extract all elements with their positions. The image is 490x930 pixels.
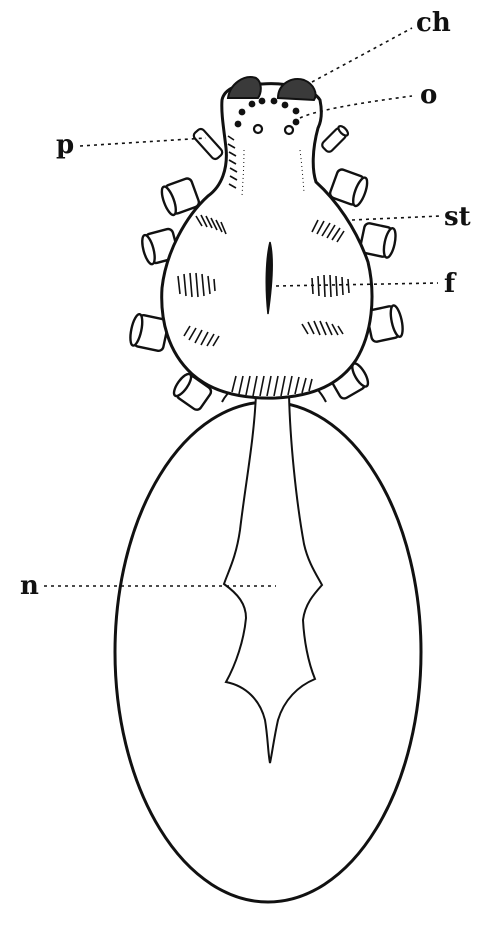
eye <box>248 100 256 108</box>
palp-left <box>192 127 224 161</box>
eye <box>270 97 278 105</box>
dorsal-marking <box>222 393 324 764</box>
chelicera-left <box>226 76 262 99</box>
thoracic-striae <box>177 135 350 397</box>
cephalothorax <box>160 82 374 400</box>
leg-stub-right-3 <box>365 304 404 343</box>
striae-lower-left <box>183 325 220 347</box>
leg-stub-left-1 <box>160 177 201 217</box>
leg-stub-left-4 <box>172 372 213 411</box>
label-st: st <box>444 202 471 232</box>
leg-stub-right-1 <box>328 168 369 208</box>
leader-line-f <box>275 282 439 287</box>
striae-bottom <box>231 375 313 397</box>
eye <box>281 101 289 109</box>
figure-labels: ch o p st f n <box>20 8 471 601</box>
striae-upper-left <box>195 214 227 235</box>
palps <box>192 124 350 161</box>
eye <box>252 123 264 135</box>
leg-stubs <box>129 168 404 411</box>
striae-upper-right <box>311 219 345 243</box>
fovea <box>265 241 273 315</box>
palp-right <box>321 124 350 153</box>
eye <box>292 107 300 115</box>
eye <box>283 124 295 136</box>
label-f: f <box>444 269 457 299</box>
label-o: o <box>420 80 437 110</box>
eye <box>238 108 246 116</box>
chelicera-right <box>276 78 317 102</box>
eye <box>292 118 300 126</box>
leg-stub-right-2 <box>358 222 397 259</box>
eye <box>234 120 242 128</box>
chelicerae <box>226 76 317 102</box>
leader-lines <box>44 27 441 587</box>
eye <box>258 97 266 105</box>
label-p: p <box>56 130 74 160</box>
leader-line-p <box>79 137 207 147</box>
leader-line-ch <box>311 27 413 83</box>
eyes <box>234 97 300 136</box>
striae-mid-right <box>311 274 350 298</box>
leg-stub-left-3 <box>129 312 170 353</box>
striae-lower-right <box>301 320 344 336</box>
leader-line-st <box>351 215 441 221</box>
label-n: n <box>20 571 39 601</box>
striae-mid-left <box>177 272 216 298</box>
label-ch: ch <box>416 8 451 38</box>
striae-head-left <box>227 135 238 189</box>
